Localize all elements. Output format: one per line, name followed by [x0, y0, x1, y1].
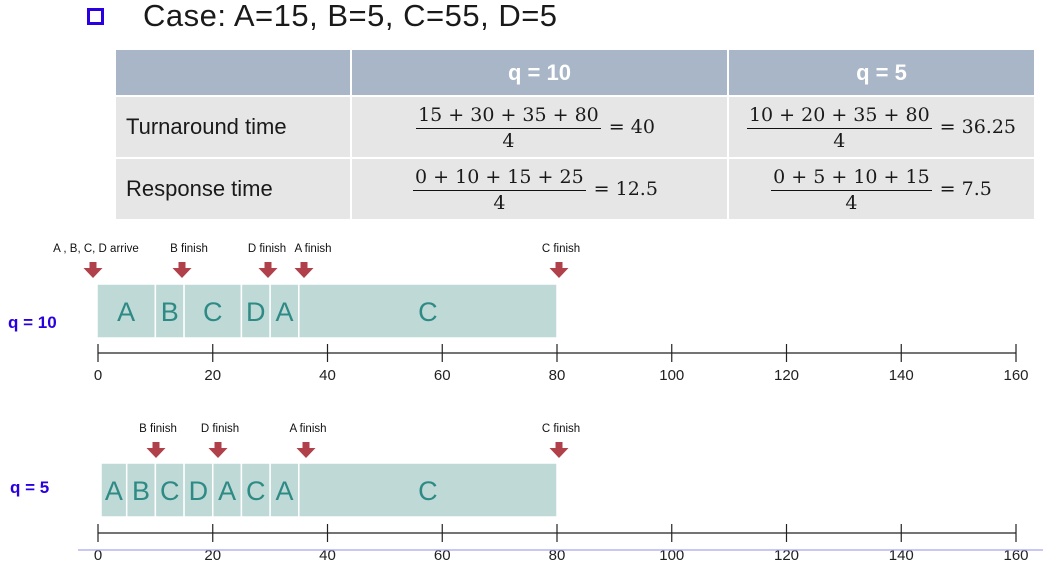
q5-axis-tick-label: 140: [889, 547, 914, 564]
q10-event-label: B finish: [170, 243, 208, 255]
turnaround-q10-cell: 15 + 30 + 35 + 80 4 = 40: [350, 95, 728, 158]
q10-event-label: D finish: [248, 243, 286, 255]
q5-axis-tick-label: 60: [434, 547, 451, 564]
response-q10-cell: 0 + 10 + 15 + 25 4 = 12.5: [350, 157, 728, 219]
q10-segment-label: A: [275, 297, 293, 327]
q10-segment-a: [96, 283, 157, 339]
q5-segment-d: [183, 462, 214, 518]
response-q5-fraction: 0 + 5 + 10 + 15 4: [771, 164, 932, 215]
turnaround-q10-fraction: 15 + 30 + 35 + 80 4: [416, 102, 601, 153]
q5-segment-label: A: [275, 476, 293, 506]
q5-axis-tick-label: 160: [1003, 547, 1028, 564]
table-header-q10: q = 10: [350, 48, 728, 96]
response-q10-result: = 12.5: [593, 178, 658, 200]
q5-segment-c: [240, 462, 271, 518]
response-q5-cell: 0 + 5 + 10 + 15 4 = 7.5: [727, 157, 1034, 219]
q5-timeline-label: q = 5: [10, 478, 49, 497]
q5-segment-label: D: [189, 476, 209, 506]
q5-axis-tick-label: 80: [549, 547, 566, 564]
q10-segment-c: [298, 283, 558, 339]
response-q5-numerator: 0 + 5 + 10 + 15: [771, 164, 932, 191]
q5-axis-tick-label: 20: [204, 547, 221, 564]
q10-segment-label: C: [203, 297, 223, 327]
q5-segment-label: C: [246, 476, 266, 506]
turnaround-q5-result: = 36.25: [939, 116, 1017, 138]
q5-down-arrow-icon: [296, 442, 316, 458]
q10-axis-tick-label: 160: [1003, 367, 1028, 384]
q5-segment-label: B: [132, 476, 150, 506]
q10-segment-b: [154, 283, 185, 339]
turnaround-q10-result: = 40: [608, 116, 655, 138]
q10-event-label: A finish: [294, 243, 331, 255]
turnaround-q5-cell: 10 + 20 + 35 + 80 4 = 36.25: [727, 95, 1034, 158]
q10-axis-tick-label: 40: [319, 367, 336, 384]
q10-segment-label: D: [246, 297, 266, 327]
q5-event-label: B finish: [139, 423, 177, 435]
q10-axis-tick-label: 120: [774, 367, 799, 384]
q5-segment-label: C: [418, 476, 438, 506]
q5-segment-label: C: [160, 476, 180, 506]
response-q10-fraction: 0 + 10 + 15 + 25 4: [413, 164, 586, 215]
turnaround-q5-numerator: 10 + 20 + 35 + 80: [746, 102, 932, 129]
q10-axis-tick-label: 80: [549, 367, 566, 384]
row-label-response: Response time: [114, 157, 351, 219]
turnaround-q5-fraction: 10 + 20 + 35 + 80 4: [746, 102, 932, 153]
q5-down-arrow-icon: [208, 442, 228, 458]
q5-event-label: D finish: [201, 423, 239, 435]
q5-segment-label: A: [105, 476, 123, 506]
table-row-turnaround: Turnaround time 15 + 30 + 35 + 80 4 = 40…: [114, 95, 1034, 158]
q10-segment-label: C: [418, 297, 438, 327]
response-q10-numerator: 0 + 10 + 15 + 25: [413, 164, 586, 191]
response-q10-denominator: 4: [493, 191, 506, 214]
q10-segment-label: A: [117, 297, 135, 327]
q5-segment-c: [154, 462, 185, 518]
q5-axis-tick-label: 40: [319, 547, 336, 564]
q5-axis-tick-label: 100: [659, 547, 684, 564]
q10-segment-d: [240, 283, 271, 339]
table-row-response: Response time 0 + 10 + 15 + 25 4 = 12.5 …: [114, 157, 1034, 219]
q10-axis-tick-label: 0: [94, 367, 102, 384]
table-header-q5: q = 5: [727, 48, 1034, 96]
q10-segment-label: B: [161, 297, 179, 327]
q5-segment-b: [125, 462, 157, 518]
q10-axis-tick-label: 60: [434, 367, 451, 384]
q5-down-arrow-icon: [146, 442, 166, 458]
q5-down-arrow-icon: [549, 442, 569, 458]
table-header-empty: [114, 48, 351, 96]
q10-segment-c: [183, 283, 243, 339]
turnaround-q10-denominator: 4: [502, 129, 515, 152]
q10-down-arrow-icon: [258, 262, 278, 278]
turnaround-q5-denominator: 4: [833, 129, 846, 152]
q10-axis-tick-label: 100: [659, 367, 684, 384]
q5-event-label: A finish: [289, 423, 326, 435]
table-header-row: q = 10 q = 5: [114, 48, 1034, 96]
q5-event-label: C finish: [542, 423, 580, 435]
q10-down-arrow-icon: [549, 262, 569, 278]
q10-axis-tick-label: 140: [889, 367, 914, 384]
q5-axis-tick-label: 0: [94, 547, 102, 564]
response-q5-denominator: 4: [845, 191, 858, 214]
q5-axis-tick-label: 120: [774, 547, 799, 564]
turnaround-q10-numerator: 15 + 30 + 35 + 80: [416, 102, 601, 129]
q10-event-label: A , B, C, D arrive: [53, 243, 139, 255]
row-label-turnaround: Turnaround time: [114, 95, 351, 158]
q10-axis-tick-label: 20: [204, 367, 221, 384]
bullet-square-icon: [87, 8, 104, 25]
comparison-table: q = 10 q = 5 Turnaround time 15 + 30 + 3…: [114, 48, 1034, 219]
q5-segment-c: [298, 462, 558, 518]
q10-timeline-label: q = 10: [8, 313, 57, 332]
q5-segment-label: A: [218, 476, 236, 506]
q10-down-arrow-icon: [172, 262, 192, 278]
q10-down-arrow-icon: [83, 262, 103, 278]
response-q5-result: = 7.5: [939, 178, 992, 200]
q10-event-label: C finish: [542, 243, 580, 255]
slide-title: Case: A=15, B=5, C=55, D=5: [143, 0, 558, 33]
q5-segment-a: [100, 462, 128, 518]
q10-down-arrow-icon: [294, 262, 314, 278]
